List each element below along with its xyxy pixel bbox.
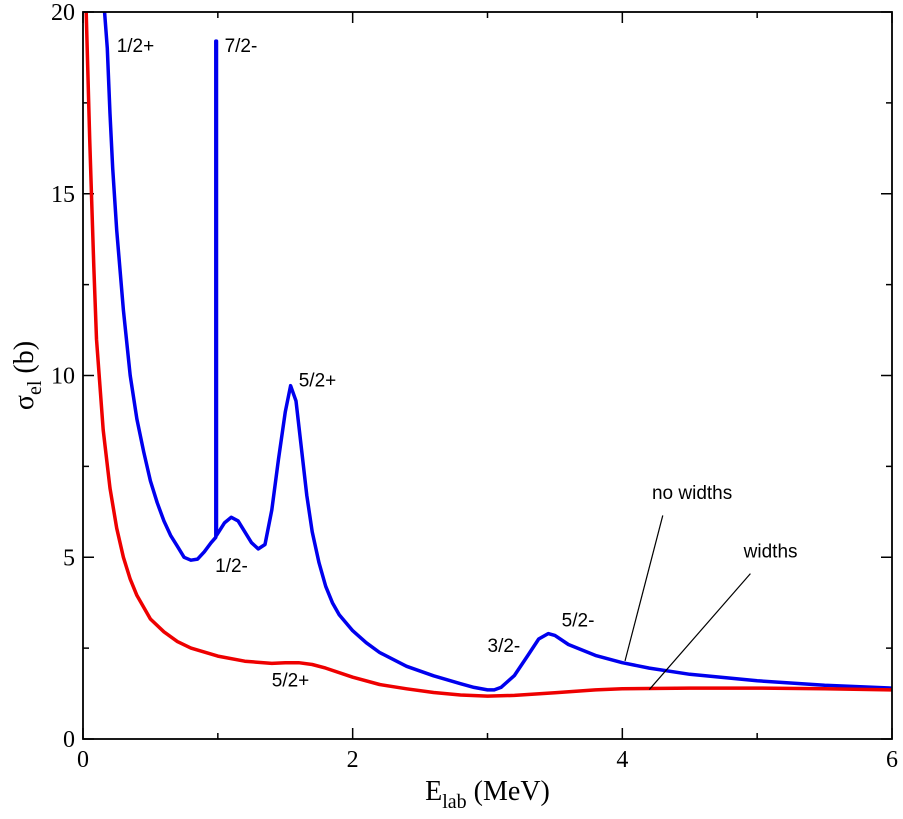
x-tick-label: 4 — [616, 747, 628, 773]
y-tick-label: 5 — [63, 545, 75, 571]
leader-line-widths — [648, 573, 751, 690]
annotation-label: 5/2- — [562, 610, 595, 631]
y-tick-label: 20 — [51, 0, 75, 26]
annotation-label: 3/2- — [488, 636, 521, 657]
y-tick-label: 15 — [51, 182, 75, 208]
x-axis-title-rest: (MeV) — [467, 776, 550, 807]
annotation-label: 5/2+ — [299, 370, 337, 391]
plot-frame — [82, 11, 893, 740]
annotation-label: 1/2- — [215, 556, 248, 577]
y-tick-label: 0 — [63, 727, 75, 753]
annotation-label: 5/2+ — [272, 670, 310, 691]
x-axis-title: Elab (MeV) — [425, 776, 550, 813]
y-axis-title-sub: el — [24, 380, 46, 395]
annotation-label: 1/2+ — [117, 36, 155, 57]
x-axis-title-sub: lab — [442, 791, 466, 813]
series-line-no-widths — [102, 12, 892, 692]
y-axis-title-main: σ — [9, 395, 40, 410]
x-axis-title-main: E — [425, 776, 442, 807]
annotation-label: no widths — [652, 483, 732, 504]
leader-line-no-widths — [624, 515, 664, 661]
series-line-widths — [84, 12, 892, 698]
x-tick-label: 6 — [886, 747, 898, 773]
y-axis-title: σel (b) — [9, 341, 46, 410]
x-tick-label: 2 — [347, 747, 359, 773]
x-tick-label: 0 — [77, 747, 89, 773]
y-axis-title-rest: (b) — [9, 341, 40, 381]
y-tick-label: 10 — [51, 364, 75, 390]
annotation-label: widths — [743, 541, 798, 562]
annotation-label: 7/2- — [225, 36, 258, 57]
